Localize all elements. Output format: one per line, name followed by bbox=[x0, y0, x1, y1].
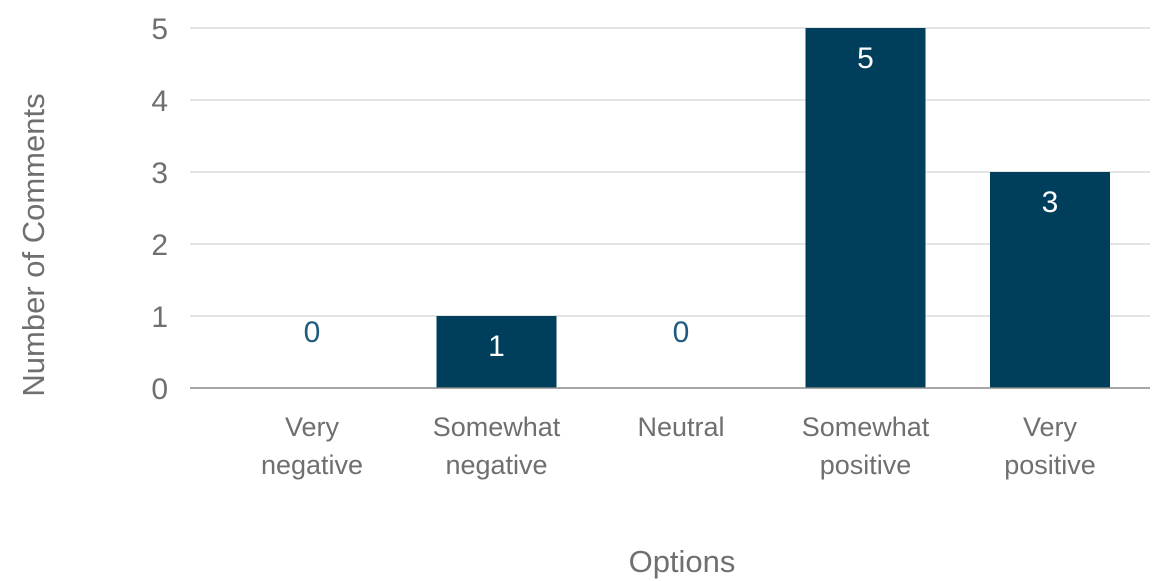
y-axis-title: Number of Comments bbox=[16, 93, 51, 396]
x-tick-label: Very positive bbox=[1004, 412, 1096, 480]
y-tick-label: 2 bbox=[151, 229, 168, 262]
data-label: 5 bbox=[857, 42, 874, 75]
bars bbox=[436, 28, 1110, 388]
x-tick-label: Very negative bbox=[261, 412, 363, 480]
y-tick-label: 1 bbox=[151, 301, 168, 334]
bar bbox=[436, 316, 557, 388]
x-tick-label-line: Somewhat bbox=[433, 412, 561, 442]
x-tick-label-line: positive bbox=[820, 450, 912, 480]
data-label: 1 bbox=[488, 330, 505, 363]
x-tick-label-line: Very bbox=[285, 412, 340, 442]
y-tick-label: 4 bbox=[151, 85, 168, 118]
x-tick-label: Neutral bbox=[637, 412, 724, 442]
x-axis-title: Options bbox=[629, 544, 736, 579]
x-tick-label-line: Very bbox=[1023, 412, 1078, 442]
x-tick-label-line: positive bbox=[1004, 450, 1096, 480]
data-label: 0 bbox=[304, 316, 321, 349]
y-tick-label: 0 bbox=[151, 373, 168, 406]
bar bbox=[990, 172, 1110, 388]
x-tick-label-line: Neutral bbox=[637, 412, 724, 442]
x-tick-label-line: Somewhat bbox=[802, 412, 930, 442]
y-tick-label: 5 bbox=[151, 13, 168, 46]
data-label: 0 bbox=[673, 316, 690, 349]
y-tick-label: 3 bbox=[151, 157, 168, 190]
data-labels: 0 1 0 5 3 bbox=[304, 42, 1059, 363]
y-axis-ticks: 0 1 2 3 4 5 bbox=[151, 13, 168, 406]
x-axis-categories: Very negative Somewhat negative Neutral Somew… bbox=[261, 412, 1096, 480]
x-tick-label: Somewhat positive bbox=[802, 412, 930, 480]
bar bbox=[805, 28, 926, 388]
x-tick-label-line: negative bbox=[445, 450, 547, 480]
x-tick-label: Somewhat negative bbox=[433, 412, 561, 480]
x-tick-label-line: negative bbox=[261, 450, 363, 480]
data-label: 3 bbox=[1042, 186, 1059, 219]
